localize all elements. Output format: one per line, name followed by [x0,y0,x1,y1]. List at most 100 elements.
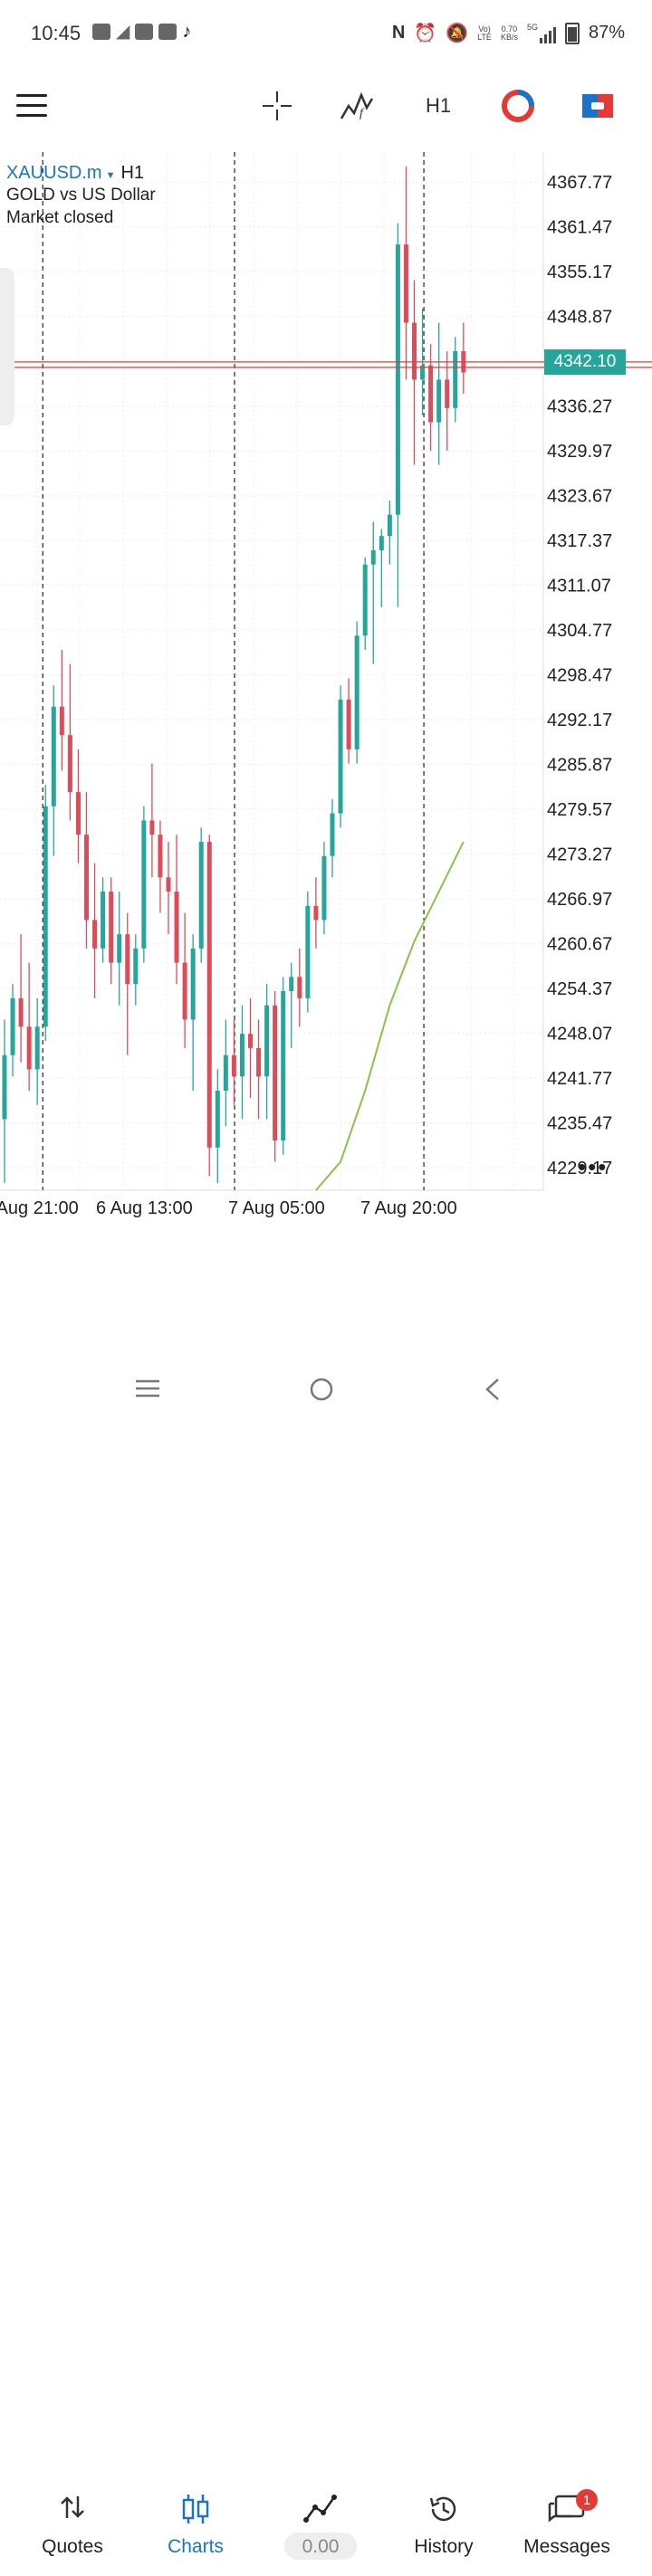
more-icon[interactable]: ••• [578,1153,609,1180]
one-click-button[interactable] [500,89,536,123]
price-tick-label: 4266.97 [547,890,612,910]
clock-ring-icon [502,90,534,122]
price-tick-label: 4367.77 [547,173,612,193]
price-tick-label: 4361.47 [547,218,612,238]
status-bar: 10:45 ◢ ♪ N ⏰ 🔕 Vo) LTE 0.70 KB/s 5G 87% [0,0,652,71]
price-tick-label: 4329.97 [547,442,612,462]
price-tick-label: 4235.47 [547,1114,612,1134]
nav-quotes-label: Quotes [42,2536,103,2557]
time-tick-label: 6 Aug 13:00 [96,1198,193,1218]
chart-grid [0,152,544,1191]
price-tick-label: 4285.87 [547,756,612,776]
symbol-name[interactable]: XAUUSD.m [6,163,102,183]
candle-body [141,820,147,949]
price-tick-label: 4241.77 [547,1069,612,1089]
candle-body [313,905,319,921]
quotes-icon [61,2496,84,2518]
candle-body [453,350,458,408]
battery-icon [564,22,580,44]
candle-body [239,1034,244,1077]
price-chart[interactable]: 4367.77 4361.47 4355.17 4348.87 4336.27 4329.… [0,150,652,1218]
candle-body [75,792,81,835]
candle-body [412,322,417,380]
candle-body [149,820,155,835]
candle-body [206,842,212,1148]
trade-curve-icon [303,2495,337,2523]
candle-body [297,977,302,998]
nav-trade[interactable]: 0.00 [257,2485,384,2576]
current-price-line [0,361,652,368]
moving-average [315,841,465,1191]
trade-icon [582,94,613,118]
candle-body [84,835,89,921]
alarm-icon: ⏰ [414,24,437,43]
back-icon[interactable] [482,1376,503,1403]
candle-body [338,699,343,814]
trade-button[interactable] [580,89,616,123]
candle-body [248,1034,253,1048]
market-status: Market closed [6,208,114,227]
price-tick-label: 4279.57 [547,800,612,820]
day-separators [42,152,425,1190]
candle-body [346,699,351,749]
candle-body [109,892,114,963]
price-tick-label: 4317.37 [547,531,612,551]
price-tick-label: 4336.27 [547,397,612,417]
battery-level: 87% [588,23,625,43]
price-tick-label: 4292.17 [547,711,612,730]
candle-body [43,806,48,1027]
ma-line [315,841,465,1191]
nav-charts[interactable]: Charts [132,2485,259,2576]
time-tick-label: 7 Aug 20:00 [360,1198,457,1218]
indicators-icon: f [340,91,374,120]
symbol-dropdown-icon[interactable]: ▼ [105,170,116,181]
side-panel-handle[interactable] [0,268,14,425]
candle-body [51,706,56,806]
price-axis: 4367.77 4361.47 4355.17 4348.87 4336.27 4329.… [547,173,612,1178]
home-icon[interactable] [308,1376,335,1403]
candle-body [428,365,434,423]
candle-body [330,813,335,856]
price-tick-label: 4323.67 [547,487,612,507]
candle-body [370,549,376,565]
nav-charts-label: Charts [168,2536,224,2557]
price-tick-label: 4248.07 [547,1025,612,1045]
candle-body [166,877,171,892]
system-navigation [0,1358,652,1421]
bottom-navigation: Quotes Charts 0.00 History 1 [0,1240,652,2560]
candle-body [387,514,392,537]
candle-body [420,365,426,380]
indicators-button[interactable]: f [339,89,375,123]
candle-body [10,997,15,1055]
video-icon [92,24,110,40]
crosshair-icon [263,91,292,120]
candle-body [133,948,139,985]
candle-body [174,892,179,963]
menu-icon[interactable] [16,94,47,118]
symbol-timeframe: H1 [120,163,145,183]
price-tick-label: 4348.87 [547,308,612,328]
nav-quotes[interactable]: Quotes [9,2485,136,2576]
candle-body [190,948,196,1020]
candle-body [436,379,442,423]
candle-body [403,244,408,323]
candle-body [182,962,187,1020]
nav-messages[interactable]: 1 Messages [503,2485,630,2576]
system-status-icons: N ⏰ 🔕 Vo) LTE 0.70 KB/s 5G 87% [392,22,625,44]
crosshair-button[interactable] [259,89,295,123]
time-tick-label: 7 Aug 05:00 [228,1198,325,1218]
nav-history[interactable]: History [380,2485,507,2576]
candle-body [256,1047,262,1077]
nav-history-label: History [414,2536,474,2557]
candle-body [215,1091,220,1148]
recents-icon[interactable] [134,1378,161,1399]
symbol-description: GOLD vs US Dollar [6,186,156,205]
timeframe-button[interactable]: H1 [418,89,458,123]
candle-body [59,706,64,736]
candle-body [101,892,106,949]
status-time: 10:45 [31,22,82,44]
candle-body [34,1026,40,1070]
candle-body [198,842,204,949]
square-icon [158,24,177,40]
price-tick-label: 4304.77 [547,621,612,641]
